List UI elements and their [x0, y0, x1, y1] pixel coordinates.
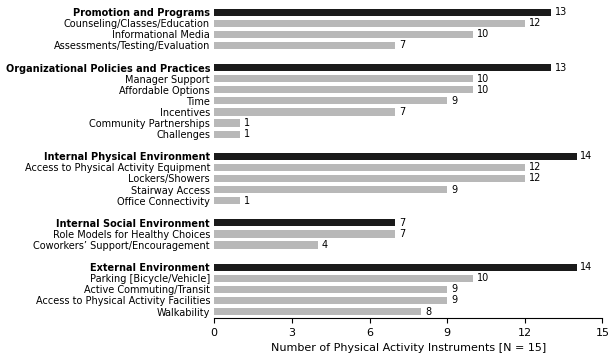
Bar — [214, 86, 473, 93]
Bar — [214, 164, 525, 171]
Text: 1: 1 — [244, 129, 250, 139]
Text: 12: 12 — [529, 162, 541, 172]
Bar — [214, 186, 447, 193]
X-axis label: Number of Physical Activity Instruments [N = 15]: Number of Physical Activity Instruments … — [271, 344, 546, 354]
Bar — [214, 153, 577, 160]
Bar — [214, 286, 447, 293]
Bar — [214, 264, 577, 271]
Text: 14: 14 — [581, 262, 593, 272]
Bar — [214, 9, 550, 16]
Text: 7: 7 — [399, 218, 405, 228]
Text: 9: 9 — [451, 295, 457, 306]
Bar — [214, 197, 240, 204]
Text: 7: 7 — [399, 229, 405, 239]
Bar — [214, 230, 395, 238]
Bar — [214, 308, 421, 315]
Bar — [214, 131, 240, 138]
Text: 8: 8 — [425, 307, 431, 317]
Text: 7: 7 — [399, 107, 405, 117]
Text: 1: 1 — [244, 118, 250, 128]
Bar — [214, 175, 525, 182]
Text: 9: 9 — [451, 185, 457, 195]
Bar — [214, 241, 318, 248]
Text: 1: 1 — [244, 196, 250, 206]
Text: 13: 13 — [555, 62, 567, 73]
Text: 7: 7 — [399, 41, 405, 51]
Text: 12: 12 — [529, 18, 541, 28]
Bar — [214, 219, 395, 227]
Text: 9: 9 — [451, 96, 457, 106]
Bar — [214, 20, 525, 27]
Bar — [214, 42, 395, 49]
Text: 10: 10 — [477, 273, 489, 283]
Text: 14: 14 — [581, 151, 593, 161]
Bar — [214, 64, 550, 71]
Bar — [214, 75, 473, 82]
Text: 9: 9 — [451, 284, 457, 294]
Text: 10: 10 — [477, 85, 489, 95]
Text: 10: 10 — [477, 29, 489, 39]
Text: 10: 10 — [477, 74, 489, 84]
Bar — [214, 120, 240, 127]
Bar — [214, 31, 473, 38]
Bar — [214, 297, 447, 304]
Bar — [214, 108, 395, 116]
Text: 4: 4 — [322, 240, 328, 250]
Text: 12: 12 — [529, 173, 541, 183]
Bar — [214, 97, 447, 104]
Bar — [214, 275, 473, 282]
Text: 13: 13 — [555, 7, 567, 17]
